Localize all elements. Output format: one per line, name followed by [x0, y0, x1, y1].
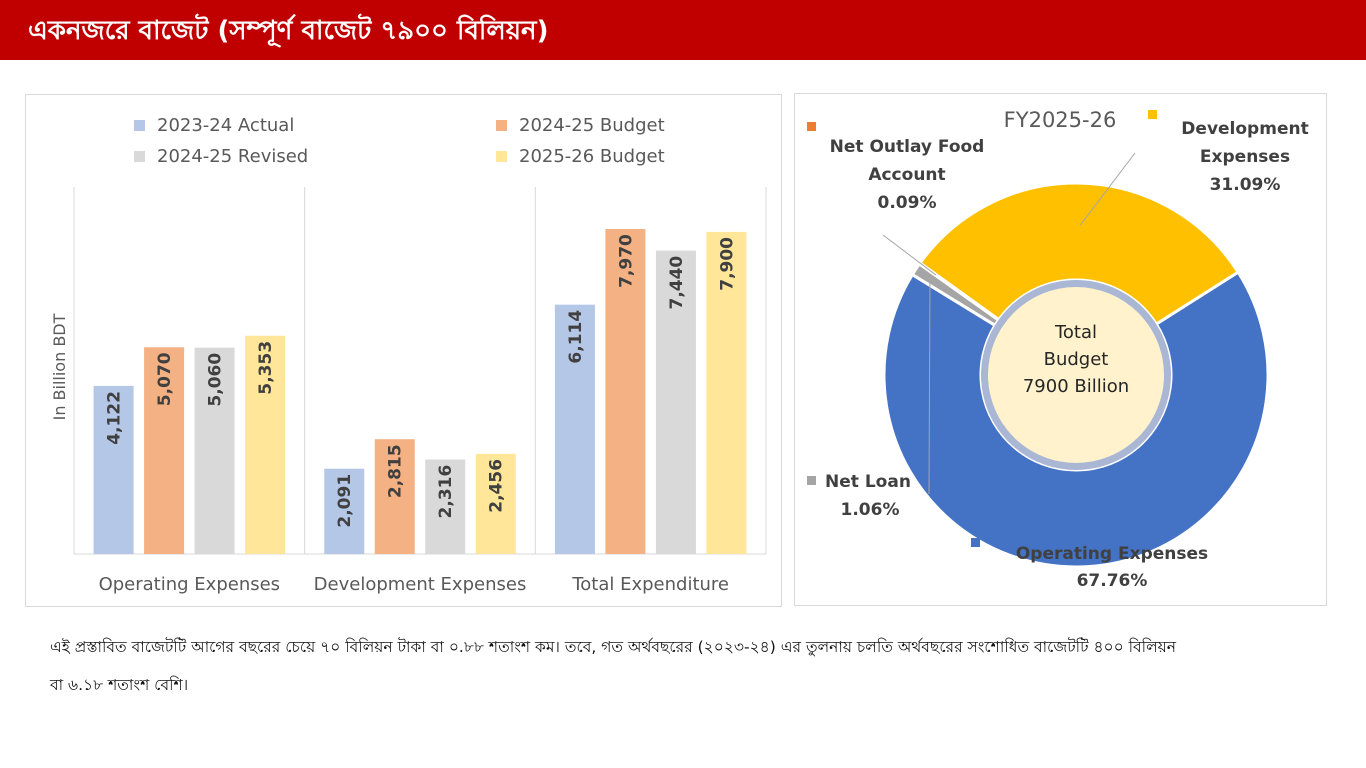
- bar-4-1: [245, 335, 286, 554]
- donut-title: FY2025-26: [1004, 108, 1117, 132]
- bar-1-3: [554, 304, 595, 554]
- leader-line-2: [928, 278, 931, 495]
- donut-label-name-4: Development: [1181, 119, 1308, 139]
- legend-swatch-1: [134, 120, 145, 131]
- budget-summary: এই প্রস্তাবিত বাজেটটি আগের বছরের চেয়ে ৭…: [50, 628, 1330, 704]
- data-label-4-3: 7,900: [717, 237, 737, 291]
- donut-legend-swatch-2: [807, 476, 816, 485]
- summary-line-1: এই প্রস্তাবিত বাজেটটি আগের বছরের চেয়ে ৭…: [50, 638, 1177, 656]
- legend-label-4: 2025-26 Budget: [519, 146, 665, 167]
- bar-1-1: [93, 385, 134, 554]
- data-label-1-2: 2,091: [335, 474, 355, 528]
- center-label-line-3: 7900 Billion: [1023, 376, 1129, 397]
- data-label-1-1: 4,122: [105, 391, 125, 445]
- leader-line-4: [1079, 152, 1136, 226]
- category-label-3: Total Expenditure: [571, 574, 729, 595]
- donut-label-name-1: Operating Expenses: [1016, 544, 1208, 564]
- donut-label-pct-4: 31.09%: [1210, 175, 1281, 195]
- donut-chart-panel: Total Budget 7900 Billion FY2025-26 Operatin…: [794, 93, 1327, 606]
- bar-2-3: [605, 229, 646, 555]
- legend-swatch-2: [496, 120, 507, 131]
- legend-label-1: 2023-24 Actual: [157, 115, 294, 136]
- donut-label-name-4: Expenses: [1200, 147, 1290, 167]
- data-label-2-3: 7,970: [616, 234, 636, 288]
- page-title: একনজরে বাজেট (সম্পূর্ণ বাজেট ৭৯০০ বিলিয়…: [28, 16, 549, 46]
- data-label-2-1: 5,070: [155, 352, 175, 406]
- bar-1-2: [324, 468, 365, 554]
- donut-label-name-2: Net Loan: [825, 472, 911, 492]
- legend-label-2: 2024-25 Budget: [519, 115, 665, 136]
- donut-label-name-3: Net Outlay Food: [830, 137, 985, 157]
- donut-chart: Total Budget 7900 Billion FY2025-26 Operatin…: [807, 108, 1309, 591]
- bar-2-1: [144, 347, 185, 554]
- data-label-1-3: 6,114: [566, 310, 586, 364]
- data-label-3-1: 5,060: [206, 353, 226, 407]
- donut-label-pct-2: 1.06%: [841, 500, 900, 520]
- donut-center: [988, 287, 1164, 463]
- legend-swatch-4: [496, 151, 507, 162]
- donut-legend-swatch-4: [1148, 110, 1157, 119]
- bar-3-3: [655, 250, 696, 554]
- center-label-line-2: Budget: [1044, 349, 1109, 370]
- data-label-2-2: 2,815: [386, 444, 406, 498]
- data-label-3-2: 2,316: [436, 465, 456, 519]
- data-label-3-3: 7,440: [667, 256, 687, 310]
- center-label-line-1: Total: [1054, 322, 1097, 343]
- bar-4-3: [706, 231, 747, 554]
- donut-legend-swatch-3: [807, 122, 816, 131]
- category-label-1: Operating Expenses: [99, 574, 280, 595]
- donut-label-pct-3: 0.09%: [878, 193, 937, 213]
- bar-3-2: [425, 459, 466, 554]
- bar-chart-panel: In Billion BDT 2023-24 Actual 2024-25 Budg…: [25, 94, 782, 607]
- y-axis-label: In Billion BDT: [50, 313, 69, 420]
- donut-legend-swatch-1: [971, 538, 980, 547]
- header-bar: একনজরে বাজেট (সম্পূর্ণ বাজেট ৭৯০০ বিলিয়…: [0, 0, 1366, 60]
- category-label-2: Development Expenses: [314, 574, 527, 595]
- legend-label-3: 2024-25 Revised: [157, 146, 308, 167]
- bar-chart: In Billion BDT 2023-24 Actual 2024-25 Budg…: [50, 115, 767, 595]
- donut-label-name-3: Account: [868, 165, 945, 185]
- bar-3-1: [194, 347, 235, 554]
- bar-2-2: [374, 439, 415, 554]
- summary-line-2: বা ৬.১৮ শতাংশ বেশি।: [50, 676, 189, 694]
- donut-label-pct-1: 67.76%: [1077, 571, 1148, 591]
- bar-4-2: [475, 453, 516, 554]
- legend-swatch-3: [134, 151, 145, 162]
- data-label-4-2: 2,456: [487, 459, 507, 513]
- leader-line-3: [882, 234, 937, 276]
- data-label-4-1: 5,353: [256, 341, 276, 395]
